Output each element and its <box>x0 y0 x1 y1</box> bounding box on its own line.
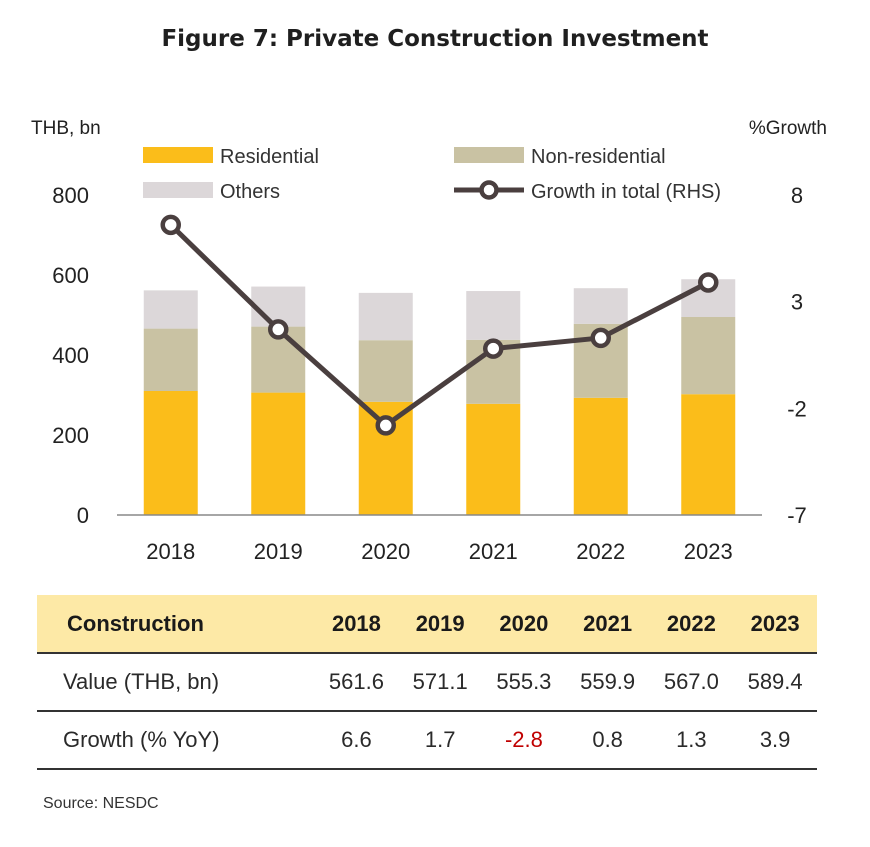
table-cell-negative: -2.8 <box>504 727 543 752</box>
legend-swatch-non-residential <box>454 147 524 163</box>
chart: THB, bn %Growth Residential Non-resident… <box>31 118 827 564</box>
left-tick-label: 200 <box>52 423 89 448</box>
table-cell: 3.9 <box>759 727 791 752</box>
bar-residential-2021 <box>466 403 521 515</box>
table-cell: 559.9 <box>580 669 636 694</box>
bar-others-2018 <box>143 290 198 329</box>
bar-others-2021 <box>466 291 521 340</box>
growth-marker-2020 <box>375 415 396 436</box>
table-row-value: Value (THB, bn) 561.6 571.1 555.3 559.9 … <box>37 653 817 711</box>
data-table: Construction 2018 2019 2020 2021 2022 20… <box>37 595 817 770</box>
left-tick-label: 0 <box>77 503 89 528</box>
table-cell: 0.8 <box>592 727 623 752</box>
x-tick-label: 2022 <box>576 539 625 564</box>
table-header-cell: 2019 <box>415 610 465 636</box>
bar-residential-2023 <box>681 394 736 515</box>
table-header-cell: 2018 <box>331 610 381 636</box>
growth-marker-2019 <box>268 319 289 340</box>
legend-label-others: Others <box>220 181 280 203</box>
legend-swatch-others <box>143 182 213 198</box>
table-cell: 589.4 <box>747 669 803 694</box>
left-axis-ticks: 0 200 400 600 800 <box>52 183 89 528</box>
bar-residential-2019 <box>251 392 306 515</box>
table-cell: 561.6 <box>328 669 384 694</box>
table-header-cell: 2021 <box>583 610 633 636</box>
left-tick-label: 600 <box>52 263 89 288</box>
bar-non-residential-2020 <box>358 340 413 402</box>
bar-others-2020 <box>358 292 413 341</box>
source-note: Source: NESDC <box>43 795 159 812</box>
bar-residential-2018 <box>143 391 198 515</box>
table-cell: 567.0 <box>663 669 719 694</box>
right-axis-label: %Growth <box>749 118 827 139</box>
table-header-cell: Construction <box>67 610 204 636</box>
table-header-cell: 2023 <box>750 610 800 636</box>
growth-marker-2018 <box>160 214 181 236</box>
table-row-growth: Growth (% YoY) 6.6 1.7 -2.8 0.8 1.3 3.9 <box>37 711 817 769</box>
x-axis-labels: 2018 2019 2020 2021 2022 2023 <box>146 539 732 564</box>
right-tick-label: 8 <box>791 183 803 208</box>
right-axis-ticks: -7 -2 3 8 <box>787 183 807 528</box>
growth-marker-2023 <box>698 272 719 293</box>
legend-label-growth: Growth in total (RHS) <box>531 181 721 203</box>
legend-swatch-residential <box>143 147 213 163</box>
legend: Residential Non-residential Others Growt… <box>143 146 721 203</box>
growth-marker-2022 <box>590 327 611 349</box>
table-cell: 1.3 <box>676 727 707 752</box>
left-axis-label: THB, bn <box>31 118 101 139</box>
legend-label-non-residential: Non-residential <box>531 146 666 168</box>
growth-marker-2021 <box>483 338 504 359</box>
growth-polyline <box>169 223 710 428</box>
legend-label-residential: Residential <box>220 146 319 168</box>
right-tick-label: 3 <box>791 290 803 315</box>
table-cell: 555.3 <box>496 669 552 694</box>
table-cell: 571.1 <box>412 669 468 694</box>
table-row-label: Value (THB, bn) <box>63 669 220 694</box>
right-tick-label: -2 <box>787 396 807 421</box>
table-cell: 6.6 <box>341 727 372 752</box>
growth-line <box>160 214 719 436</box>
table-header-cell: 2020 <box>499 610 549 636</box>
table-header-cell: 2022 <box>666 610 716 636</box>
table-cell: 1.7 <box>424 727 456 752</box>
bar-non-residential-2018 <box>143 328 198 391</box>
x-tick-label: 2021 <box>469 539 518 564</box>
x-tick-label: 2020 <box>361 539 410 564</box>
x-tick-label: 2019 <box>254 539 303 564</box>
bar-residential-2022 <box>573 397 628 515</box>
x-tick-label: 2023 <box>684 539 733 564</box>
left-tick-label: 400 <box>52 343 89 368</box>
bars <box>143 279 736 515</box>
bar-others-2022 <box>573 288 628 324</box>
legend-swatch-growth-marker <box>479 180 499 200</box>
right-tick-label: -7 <box>787 503 807 528</box>
bar-non-residential-2023 <box>681 317 736 395</box>
table-row-label: Growth (% YoY) <box>63 727 220 752</box>
left-tick-label: 800 <box>52 183 89 208</box>
figure-title: Figure 7: Private Construction Investmen… <box>161 26 709 52</box>
table-header-row: Construction 2018 2019 2020 2021 2022 20… <box>37 595 817 653</box>
x-tick-label: 2018 <box>146 539 195 564</box>
